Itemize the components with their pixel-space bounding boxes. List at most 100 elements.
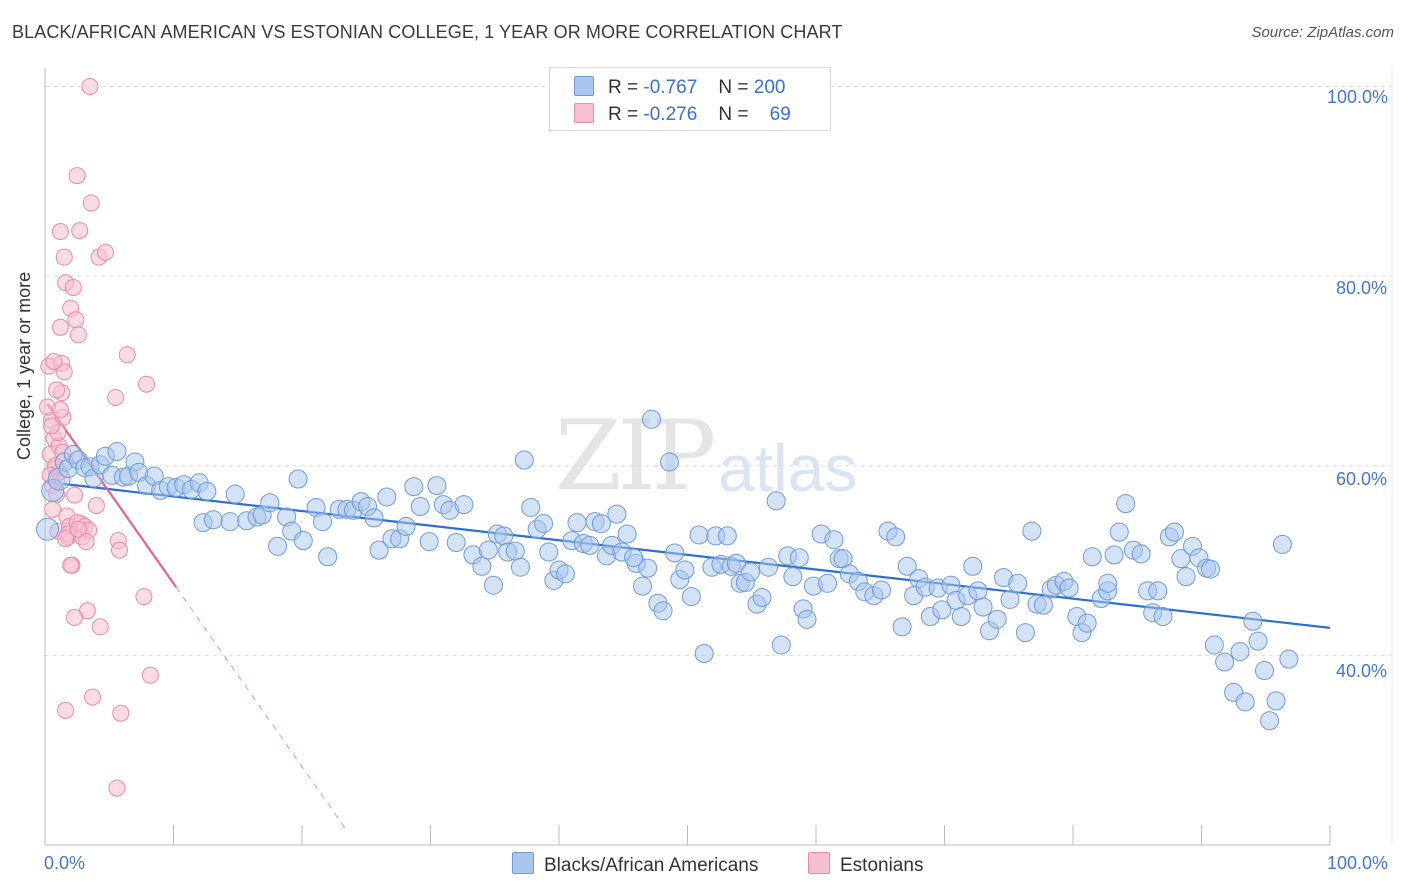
estonians-point [62, 556, 80, 574]
n-value-estonians: 69 [769, 104, 791, 125]
blacks-point [973, 597, 993, 617]
x-tick-label-min: 0.0% [44, 853, 86, 873]
blacks-point [653, 601, 673, 621]
blacks-point [478, 540, 498, 560]
blacks-point [1200, 559, 1220, 579]
blacks-point [1153, 606, 1173, 626]
estonians-point [42, 417, 60, 435]
y-tick-label-80: 80.0% [1336, 278, 1388, 298]
blacks-point [1116, 494, 1136, 514]
blacks-point [689, 525, 709, 545]
legend-item-blacks[interactable]: Blacks/African Americans [512, 852, 758, 877]
blacks-point [454, 495, 474, 515]
y-tick-label-100: 100.0% [1327, 87, 1389, 107]
blacks-point [313, 512, 333, 532]
blacks-point [567, 513, 587, 533]
y-tick-label-60: 60.0% [1336, 469, 1388, 489]
estonians-point [44, 500, 62, 518]
estonians-point [57, 701, 75, 719]
estonians-point [64, 278, 82, 296]
blacks-point [1098, 573, 1118, 593]
blacks-point [638, 558, 658, 578]
blacks-point [369, 540, 389, 560]
source-label: Source: ZipAtlas.com [1251, 24, 1394, 41]
blacks-point [514, 450, 534, 470]
estonians-point [69, 520, 87, 538]
legend-row-blacks: R = -0.767 N = 200 [574, 76, 785, 99]
blacks-point [404, 477, 424, 497]
blacks-points [36, 409, 1299, 731]
trend-line-estonians [46, 403, 177, 588]
blacks-point [1059, 578, 1079, 598]
blacks-point [377, 487, 397, 507]
blacks-point [521, 497, 541, 517]
blacks-point [951, 606, 971, 626]
blacks-point [419, 532, 439, 552]
blacks-point [539, 542, 559, 562]
blue-swatch-icon [574, 76, 594, 96]
blacks-point [427, 476, 447, 496]
trend-line-estonians-extension [175, 586, 349, 833]
estonians-points [39, 77, 159, 797]
blacks-point [1022, 521, 1042, 541]
r-value-blacks: -0.767 [643, 77, 698, 98]
blacks-point [220, 512, 240, 532]
blacks-point [872, 580, 892, 600]
blacks-point [771, 635, 791, 655]
blacks-point [107, 442, 127, 462]
blacks-point [968, 581, 988, 601]
estonians-point [112, 704, 130, 722]
estonians-point [55, 363, 73, 381]
blacks-point [766, 491, 786, 511]
estonians-point [45, 352, 63, 370]
blacks-point [675, 560, 695, 580]
blacks-point [1148, 581, 1168, 601]
blacks-point [963, 556, 983, 576]
blacks-point [36, 517, 60, 541]
estonians-point [111, 541, 129, 559]
blacks-point [1279, 649, 1299, 669]
blacks-point [1248, 631, 1268, 651]
blacks-point [268, 536, 288, 556]
blacks-point [892, 617, 912, 637]
blacks-point [726, 553, 746, 573]
blacks-point [1000, 589, 1020, 609]
blacks-point [534, 514, 554, 534]
estonians-point [91, 618, 109, 636]
blacks-point [591, 514, 611, 534]
blacks-point [494, 526, 514, 546]
blacks-point [446, 533, 466, 553]
blacks-point [505, 541, 525, 561]
estonians-point [135, 588, 153, 606]
estonians-point [77, 533, 95, 551]
blacks-point [783, 567, 803, 587]
blacks-point [1266, 691, 1286, 711]
estonians-point [108, 779, 126, 797]
blacks-point [1235, 692, 1255, 712]
blacks-point [752, 588, 772, 608]
blacks-point [1015, 623, 1035, 643]
blacks-point [789, 548, 809, 568]
blacks-point [1254, 661, 1274, 681]
axes [44, 68, 1393, 846]
correlation-legend: R = -0.767 N = 200 R = -0.276 N = 69 [549, 67, 831, 131]
chart-title: BLACK/AFRICAN AMERICAN VS ESTONIAN COLLE… [12, 22, 843, 42]
legend-item-estonians[interactable]: Estonians [808, 852, 923, 877]
blacks-point [1230, 642, 1250, 662]
blacks-point [1260, 711, 1280, 731]
watermark-zip: ZIP [555, 400, 716, 512]
blacks-point [633, 576, 653, 596]
blacks-point [932, 600, 952, 620]
blacks-point [897, 556, 917, 576]
x-tick-label-max: 100.0% [1327, 853, 1389, 873]
blacks-point [624, 548, 644, 568]
blacks-point [824, 530, 844, 550]
estonians-point [71, 222, 89, 240]
estonians-point [87, 497, 105, 515]
blacks-point [1131, 544, 1151, 564]
blacks-point [642, 409, 662, 429]
blacks-point [580, 535, 600, 555]
blacks-point [197, 481, 217, 501]
estonians-point [55, 248, 73, 266]
blacks-point [797, 609, 817, 629]
